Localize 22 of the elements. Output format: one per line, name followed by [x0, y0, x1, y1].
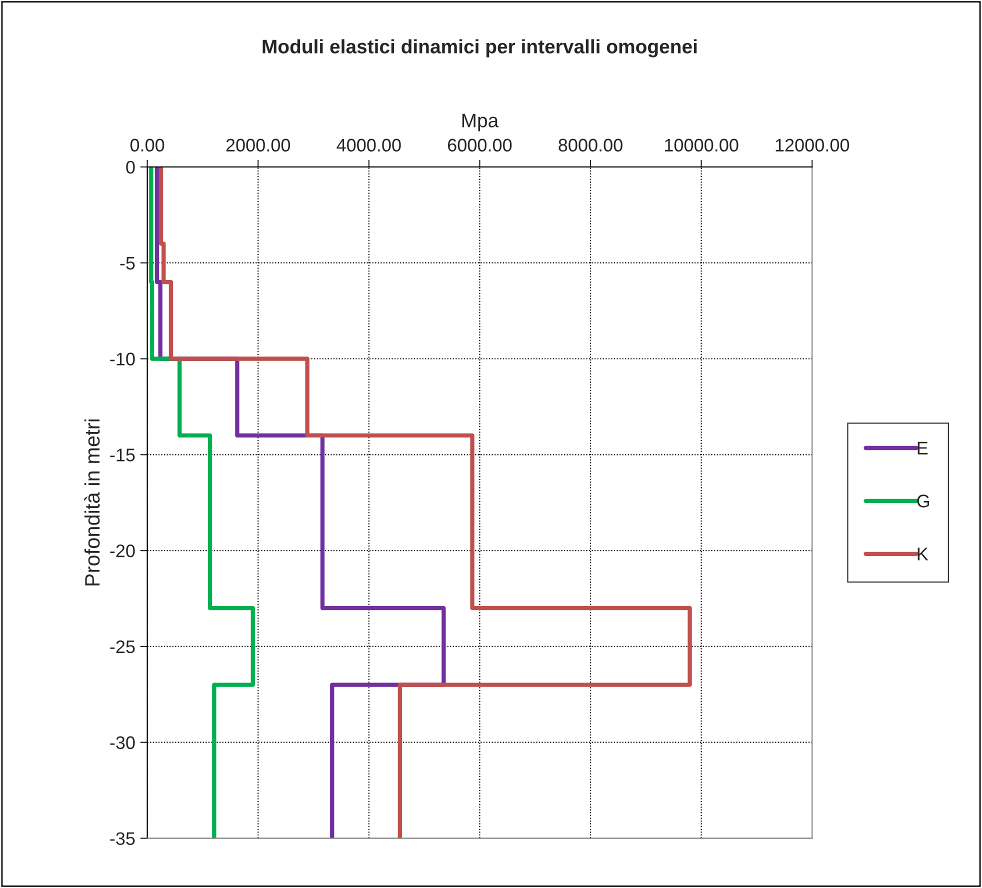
x-tick-label: 4000.00: [336, 138, 401, 152]
x-tick-label: 2000.00: [226, 138, 290, 152]
legend-label: G: [917, 494, 930, 508]
x-tick-label: 0.00: [130, 138, 164, 152]
x-tick-label: 10000.00: [665, 138, 738, 152]
y-axis-title: Profondità in metri: [84, 419, 100, 586]
x-tick-label: 6000.00: [448, 138, 512, 152]
line-series: [158, 166, 692, 838]
y-tick-label: -35: [110, 832, 135, 845]
y-tick-label: -5: [120, 256, 135, 270]
y-tick-label: -30: [110, 736, 135, 750]
chart-title: Moduli elastici dinamici per intervalli omogenei: [262, 39, 697, 58]
y-tick-label: -10: [110, 352, 135, 366]
legend-label: E: [918, 442, 928, 454]
legend-label: K: [918, 548, 928, 560]
x-tick-label: 12000.00: [776, 138, 850, 152]
y-tick-label: 0: [126, 160, 135, 174]
y-tick-label: -20: [110, 544, 135, 558]
y-tick-label: -25: [110, 640, 135, 654]
x-axis-title: Mpa: [462, 114, 499, 132]
x-tick-label: 8000.00: [558, 138, 622, 152]
y-tick-label: -15: [110, 448, 135, 462]
